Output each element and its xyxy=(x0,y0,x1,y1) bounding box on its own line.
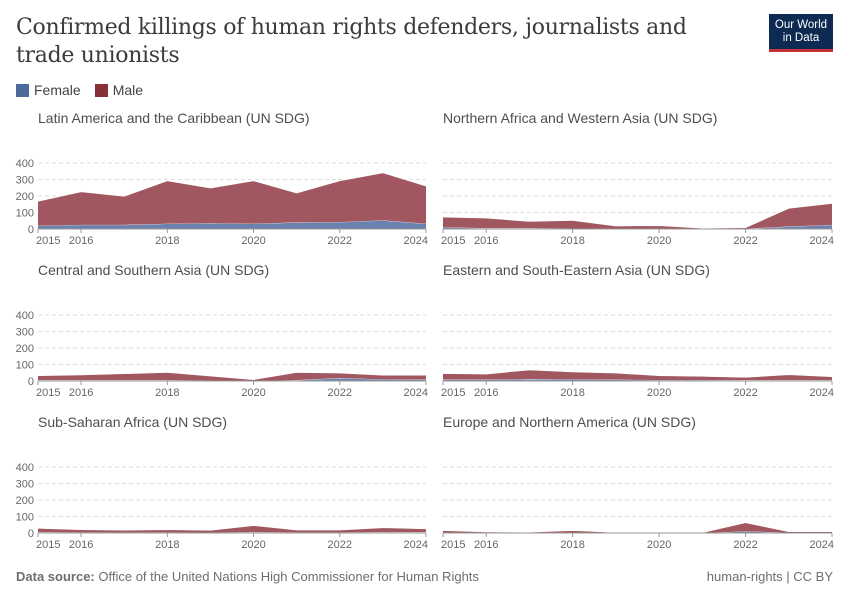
panel: Latin America and the Caribbean (UN SDG)… xyxy=(16,110,428,247)
y-tick-label: 100 xyxy=(16,208,34,220)
logo-line2: in Data xyxy=(782,32,820,44)
area-male[interactable] xyxy=(38,372,426,381)
area-edge xyxy=(37,372,426,380)
x-tick-label: 2022 xyxy=(733,539,757,551)
area-male[interactable] xyxy=(443,203,832,229)
area-edge xyxy=(442,203,833,229)
x-tick-label: 2024 xyxy=(810,235,834,247)
x-tick-label: 2016 xyxy=(69,539,93,551)
x-tick-label: 2015 xyxy=(36,387,60,399)
source-text[interactable]: Office of the United Nations High Commis… xyxy=(98,569,479,584)
area-male[interactable] xyxy=(443,369,832,381)
x-tick-label: 2015 xyxy=(441,387,465,399)
y-tick-label: 0 xyxy=(28,528,34,540)
panel-title: Sub-Saharan Africa (UN SDG) xyxy=(38,414,227,430)
y-tick-label: 300 xyxy=(16,175,34,187)
panel: Sub-Saharan Africa (UN SDG) 0 100 200 300 400… xyxy=(16,414,428,551)
y-tick-label: 300 xyxy=(16,327,34,339)
x-tick-label: 2016 xyxy=(474,235,498,247)
panel: Central and Southern Asia (UN SDG) 0 100 20… xyxy=(16,262,428,399)
panel-title: Northern Africa and Western Asia (UN SDG… xyxy=(443,110,717,126)
x-tick-label: 2016 xyxy=(474,387,498,399)
x-tick-label: 2020 xyxy=(241,539,265,551)
y-tick-label: 100 xyxy=(16,360,34,372)
x-tick-label: 2018 xyxy=(560,387,584,399)
panel-title: Latin America and the Caribbean (UN SDG) xyxy=(38,110,310,126)
area-edge xyxy=(37,525,427,531)
y-tick-label: 400 xyxy=(16,158,34,170)
x-tick-label: 2024 xyxy=(404,235,428,247)
y-tick-label: 200 xyxy=(16,343,34,355)
legend: Female Male xyxy=(16,82,143,98)
legend-item-female[interactable]: Female xyxy=(16,82,81,98)
x-tick-label: 2015 xyxy=(36,539,60,551)
chart-title: Confirmed killings of human rights defen… xyxy=(16,15,687,68)
y-tick-label: 0 xyxy=(28,224,34,236)
panel-title: Central and Southern Asia (UN SDG) xyxy=(38,262,269,278)
x-tick-label: 2024 xyxy=(404,539,428,551)
legend-label: Male xyxy=(112,82,144,98)
panel: Europe and Northern America (UN SDG) 2015… xyxy=(441,414,834,551)
legend-swatch xyxy=(16,84,29,97)
area-edge xyxy=(442,369,833,378)
x-tick-label: 2018 xyxy=(155,539,179,551)
panel-title: Eastern and South-Eastern Asia (UN SDG) xyxy=(443,262,710,278)
x-tick-label: 2018 xyxy=(155,235,179,247)
legend-item-male[interactable]: Male xyxy=(94,82,144,98)
y-tick-label: 200 xyxy=(16,495,34,507)
panel: Eastern and South-Eastern Asia (UN SDG) 2… xyxy=(441,262,834,399)
x-tick-label: 2016 xyxy=(69,387,93,399)
x-tick-label: 2020 xyxy=(647,387,671,399)
x-tick-label: 2018 xyxy=(155,387,179,399)
y-tick-label: 400 xyxy=(16,462,34,474)
area-male[interactable] xyxy=(38,525,426,533)
x-tick-label: 2015 xyxy=(441,235,465,247)
x-tick-label: 2015 xyxy=(36,235,60,247)
x-tick-label: 2018 xyxy=(560,539,584,551)
x-tick-label: 2024 xyxy=(810,387,834,399)
panel-title: Europe and Northern America (UN SDG) xyxy=(443,414,696,430)
license[interactable]: human-rights | CC BY xyxy=(706,569,833,584)
x-tick-label: 2024 xyxy=(404,387,428,399)
y-tick-label: 100 xyxy=(16,512,34,524)
x-tick-label: 2022 xyxy=(328,387,352,399)
area-male[interactable] xyxy=(38,172,426,226)
x-tick-label: 2016 xyxy=(69,235,93,247)
owid-logo[interactable]: Our World in Data xyxy=(769,14,833,52)
x-tick-label: 2016 xyxy=(474,539,498,551)
logo-line1: Our World xyxy=(774,19,828,31)
y-tick-label: 400 xyxy=(16,310,34,322)
x-tick-label: 2020 xyxy=(647,235,671,247)
x-tick-label: 2022 xyxy=(733,387,757,399)
x-tick-label: 2020 xyxy=(647,539,671,551)
x-tick-label: 2015 xyxy=(441,539,465,551)
legend-label: Female xyxy=(34,82,81,98)
area-edge xyxy=(37,172,427,202)
panel: Northern Africa and Western Asia (UN SDG… xyxy=(441,110,834,247)
legend-swatch xyxy=(94,84,108,97)
x-tick-label: 2020 xyxy=(241,387,265,399)
y-tick-label: 300 xyxy=(16,479,34,491)
y-tick-label: 0 xyxy=(28,376,34,388)
area-female[interactable] xyxy=(38,220,426,229)
y-tick-label: 200 xyxy=(16,191,34,203)
source-label: Data source: xyxy=(16,569,95,584)
x-tick-label: 2018 xyxy=(560,235,584,247)
data-source: Data source: Office of the United Nation… xyxy=(16,569,479,584)
x-tick-label: 2024 xyxy=(810,539,834,551)
x-tick-label: 2020 xyxy=(241,235,265,247)
x-tick-label: 2022 xyxy=(733,235,757,247)
x-tick-label: 2022 xyxy=(328,539,352,551)
area-male[interactable] xyxy=(443,522,832,533)
x-tick-label: 2022 xyxy=(328,235,352,247)
